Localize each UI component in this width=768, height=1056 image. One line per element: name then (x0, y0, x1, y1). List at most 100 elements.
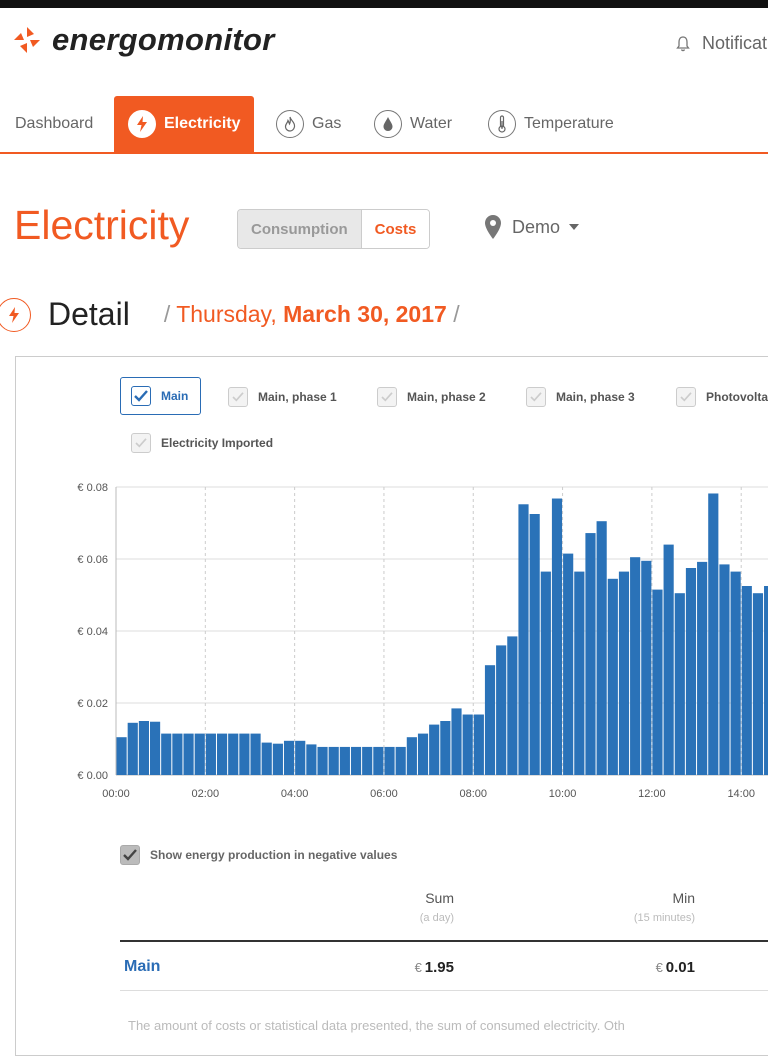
row-min-value: €0.01 (656, 959, 695, 976)
chart-bar (641, 560, 652, 775)
tab-dashboard-label: Dashboard (15, 115, 94, 132)
x-tick-label: 12:00 (638, 788, 666, 800)
flame-icon (276, 110, 304, 138)
chart-bar (295, 740, 306, 775)
bolt-icon (128, 110, 156, 138)
notifications-link[interactable]: Notifications (676, 33, 768, 54)
chart-bar (429, 724, 440, 775)
tab-temperature-label: Temperature (524, 115, 614, 132)
col-min: Min (15 minutes) (634, 890, 695, 924)
show-negative-label: Show energy production in negative value… (150, 848, 398, 862)
chart-bar (663, 544, 674, 775)
chart-bar (205, 733, 216, 775)
chart-bar (697, 561, 708, 775)
series-checkbox-phase-1[interactable]: Main, phase 1 (228, 387, 337, 407)
footer-note: The amount of costs or statistical data … (128, 1018, 625, 1033)
checkbox-checked-icon (120, 845, 140, 865)
bell-icon (676, 35, 690, 51)
consumption-toggle[interactable]: Consumption (238, 210, 361, 248)
cost-bar-chart: € 0.00 € 0.02 € 0.04 € 0.06 € 0.08 00:00 02:00… (77, 482, 768, 800)
chart-bar (272, 743, 283, 775)
chart-bar (652, 589, 663, 775)
row-name-main[interactable]: Main (124, 958, 161, 975)
chart-bar (172, 733, 183, 775)
chart-bar (473, 714, 484, 775)
chart-bar (228, 733, 239, 775)
series-label-main: Main (161, 389, 189, 403)
tab-electricity[interactable]: Electricity (114, 96, 255, 152)
chart-bar (306, 744, 317, 775)
tab-water[interactable]: Water (374, 96, 452, 152)
chart-bar (596, 521, 607, 775)
tab-water-label: Water (410, 115, 453, 132)
col-min-sub: (15 minutes) (633, 912, 695, 924)
chart-bar (194, 733, 205, 775)
chart-bar (574, 571, 585, 775)
chart-bar (674, 593, 685, 775)
date-weekday: Thursday, (176, 301, 277, 327)
tab-electricity-label: Electricity (164, 115, 241, 132)
location-label: Demo (512, 216, 561, 237)
date-breadcrumb[interactable]: / Thursday, March 30, 2017 / (163, 301, 460, 327)
x-tick-label: 04:00 (281, 788, 309, 800)
category-tabs: Dashboard Electricity Gas Water Temperat… (0, 96, 768, 154)
tab-temperature[interactable]: Temperature (488, 96, 614, 152)
series-checkbox-imported[interactable]: Electricity Imported (131, 433, 273, 453)
costs-toggle[interactable]: Costs (360, 210, 430, 248)
chart-bar (730, 571, 741, 775)
chart-bar (440, 721, 451, 775)
brand-name: energomonitor (52, 22, 275, 57)
show-negative-checkbox[interactable]: Show energy production in negative value… (120, 845, 397, 865)
chart-bar (496, 645, 507, 775)
checkbox-icon (676, 387, 696, 407)
chart-bar (216, 733, 228, 775)
series-label-phase-2: Main, phase 2 (407, 390, 486, 404)
tab-gas[interactable]: Gas (276, 96, 341, 152)
chart-bar (685, 568, 697, 775)
thermometer-icon (488, 110, 516, 138)
bolt-circle-icon (0, 297, 31, 332)
series-checkbox-main[interactable]: Main (120, 377, 202, 415)
series-checkbox-phase-3[interactable]: Main, phase 3 (526, 387, 635, 407)
tab-dashboard[interactable]: Dashboard (15, 96, 93, 152)
currency-symbol: € (414, 960, 422, 975)
chart-bar (373, 746, 384, 775)
table-row: Main €1.95 €0.01 (120, 942, 768, 991)
chart-bar (417, 733, 429, 775)
y-tick-label: € 0.08 (77, 482, 108, 494)
checkbox-icon (377, 387, 397, 407)
series-checkbox-photovoltaics[interactable]: Photovoltaics (676, 387, 768, 407)
col-sum-header: Sum (425, 890, 454, 906)
location-dropdown[interactable]: Demo (484, 214, 580, 240)
y-tick-label: € 0.04 (77, 626, 108, 638)
brand-logo[interactable]: energomonitor (12, 22, 275, 58)
chart-bar (261, 742, 272, 775)
drop-icon (374, 110, 402, 138)
chart-bar (362, 746, 373, 775)
view-toggle: Consumption Costs (237, 209, 431, 249)
chart-bar (127, 722, 138, 775)
chart-bar (317, 746, 328, 775)
checkbox-icon (228, 387, 248, 407)
chart-bar (764, 586, 768, 775)
chart-bar (507, 636, 518, 775)
chart-bar (384, 746, 395, 775)
chart-bar (161, 733, 172, 775)
notifications-label: Notifications (702, 33, 768, 53)
chart-bar (618, 571, 630, 775)
chart-bar (406, 737, 417, 775)
chart-bar (339, 746, 350, 775)
chart-bar (116, 737, 127, 775)
chart-bar (585, 533, 596, 775)
chart-bar (183, 733, 194, 775)
chart-bar (395, 746, 406, 775)
chart-bar (540, 571, 551, 775)
series-checkbox-phase-2[interactable]: Main, phase 2 (377, 387, 486, 407)
chart-bar (138, 721, 149, 775)
chart-bar (741, 586, 752, 775)
energomonitor-logo-icon (14, 27, 40, 53)
y-tick-label: € 0.00 (77, 770, 108, 782)
chart-bar (451, 708, 462, 775)
chart-bar (518, 504, 529, 775)
x-tick-label: 06:00 (370, 788, 398, 800)
